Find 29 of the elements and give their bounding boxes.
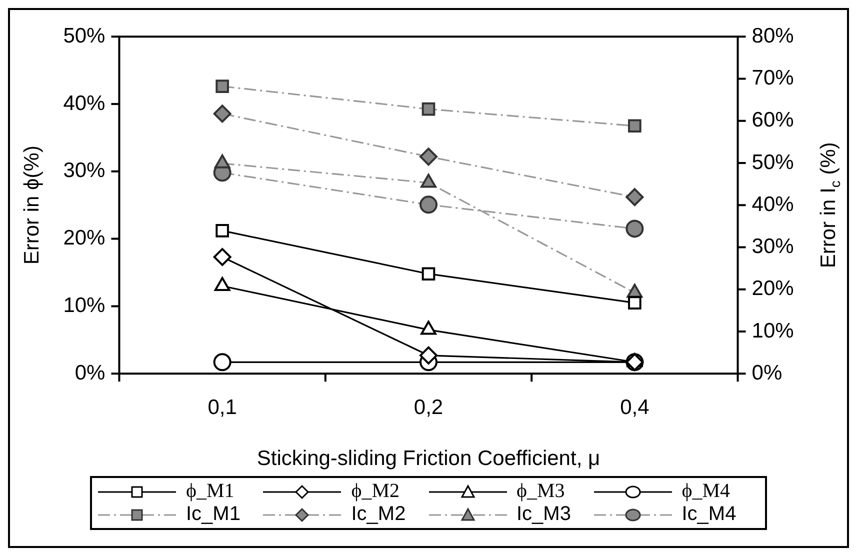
legend-label: ϕ_M1	[186, 480, 234, 503]
legend-label: Ic_M4	[682, 503, 736, 526]
legend-label: ϕ_M4	[682, 480, 730, 503]
y2-tick-label: 70%	[752, 66, 794, 90]
y-tick-label: 30%	[63, 159, 106, 182]
y2-tick-label: 20%	[752, 277, 794, 300]
legend-label: ϕ_M3	[516, 480, 565, 503]
y-tick-label: 0%	[74, 361, 106, 384]
legend-label: Ic_M3	[516, 503, 571, 526]
x-tick-label: 0,1	[208, 396, 237, 419]
y-tick-label: 10%	[63, 294, 106, 317]
x-axis-title: Sticking-sliding Friction Coefficient, μ	[256, 447, 600, 470]
legend-label: Ic_M2	[351, 503, 406, 526]
y2-tick-label: 50%	[752, 150, 794, 174]
y-tick-label: 50%	[63, 24, 106, 48]
y2-tick-label: 80%	[752, 24, 794, 48]
x-tick-label: 0,4	[620, 396, 650, 419]
y2-axis-title: Error in Ic (%)	[816, 142, 843, 268]
y-tick-label: 40%	[63, 92, 106, 115]
y2-tick-label: 60%	[752, 108, 794, 132]
y2-tick-label: 30%	[752, 235, 794, 258]
legend-label: ϕ_M2	[351, 480, 400, 503]
legend-label: Ic_M1	[186, 503, 240, 526]
y-tick-label: 20%	[63, 226, 106, 250]
y2-tick-label: 10%	[752, 319, 794, 342]
x-tick-label: 0,2	[414, 396, 444, 419]
y2-tick-label: 40%	[752, 192, 794, 216]
y-axis-title: Error in ϕ(%)	[20, 146, 44, 265]
y2-tick-label: 0%	[752, 361, 782, 384]
